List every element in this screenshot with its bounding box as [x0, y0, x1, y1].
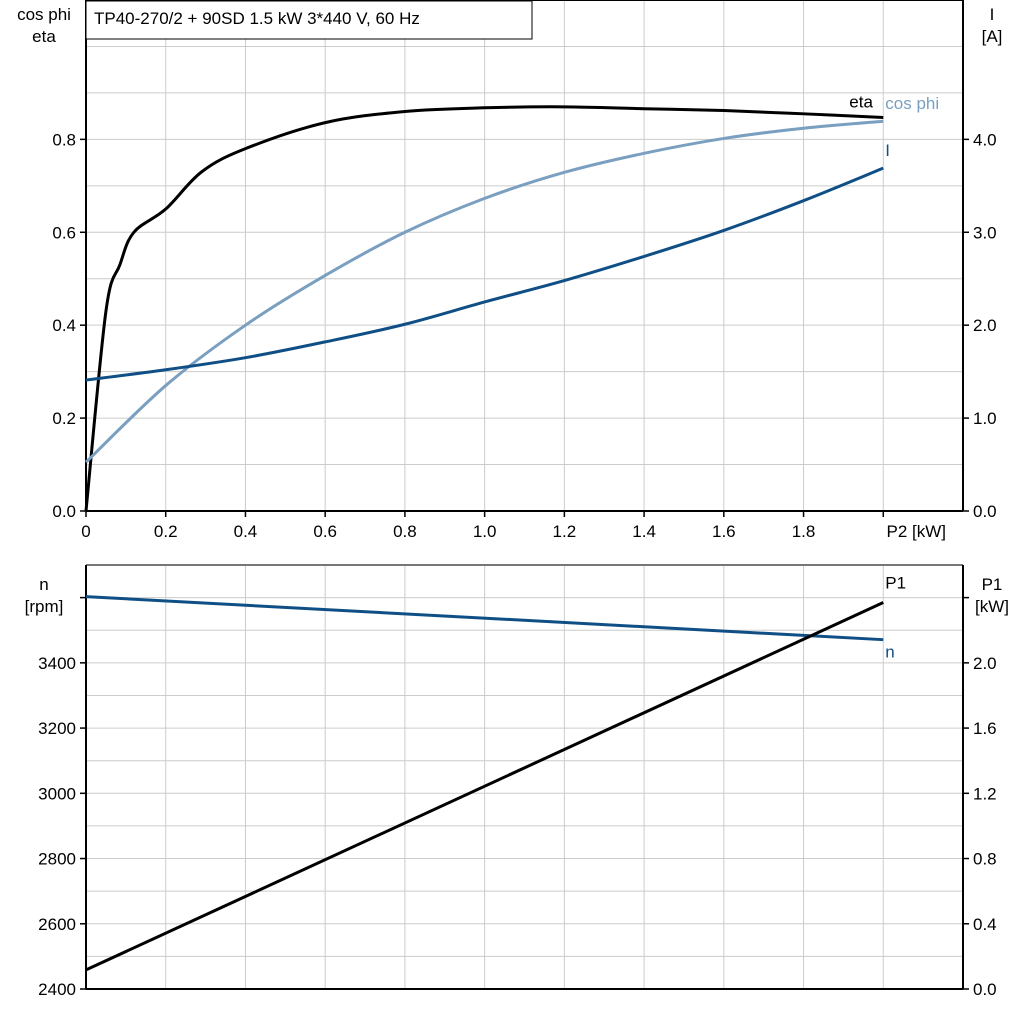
y-right-axis-label: P1 [982, 575, 1003, 594]
x-tick-label: 1.6 [712, 522, 736, 541]
x-tick-label: 0.6 [313, 522, 337, 541]
y-left-tick-label: 0.2 [52, 409, 76, 428]
y-left-axis-label: cos phi [17, 5, 71, 24]
y-right-tick-label: 2.0 [973, 654, 997, 673]
y-right-tick-label: 0.0 [973, 980, 997, 999]
y-left-tick-label: 3400 [38, 654, 76, 673]
y-left-tick-label: 3000 [38, 784, 76, 803]
y-right-tick-label: 1.6 [973, 719, 997, 738]
y-right-tick-label: 2.0 [973, 316, 997, 335]
series-line-p1 [85, 601, 884, 972]
series-label-cos-phi: cos phi [885, 94, 939, 113]
y-right-tick-label: 1.0 [973, 409, 997, 428]
x-tick-label: 1.2 [553, 522, 577, 541]
y-left-axis-label: eta [32, 27, 56, 46]
y-left-tick-label: 0.6 [52, 223, 76, 242]
y-right-tick-label: 1.2 [973, 784, 997, 803]
y-right-tick-label: 3.0 [973, 223, 997, 242]
bottom-chart: 2400 2600 2800 3000 3200 3400 0.0 0.4 0.8 1.2 1.6 2… [25, 564, 1009, 999]
x-axis-label: P2 [kW] [887, 522, 947, 541]
x-tick-label: 0 [81, 522, 90, 541]
series-line-cos-phi [84, 119, 884, 464]
y-right-axis-label: [A] [982, 27, 1003, 46]
series-line-n [85, 595, 884, 642]
y-left-axis-label: [rpm] [25, 597, 64, 616]
y-right-tick-label: 0.4 [973, 915, 997, 934]
y-left-tick-label: 2400 [38, 980, 76, 999]
y-right-axis-label: I [990, 5, 995, 24]
y-left-tick-label: 0.4 [52, 316, 76, 335]
y-left-tick-label: 2600 [38, 915, 76, 934]
y-right-tick-label: 0.0 [973, 502, 997, 521]
series-label-n: n [885, 643, 894, 662]
series-label-eta: eta [849, 93, 873, 112]
series-line-i [85, 166, 884, 382]
y-left-tick-label: 3200 [38, 719, 76, 738]
series-label-p1: P1 [885, 574, 906, 593]
y-right-axis-label: [kW] [975, 597, 1009, 616]
y-left-tick-label: 0.8 [52, 130, 76, 149]
y-right-tick-label: 4.0 [973, 130, 997, 149]
y-left-axis-label: n [39, 575, 48, 594]
x-tick-label: 0.4 [234, 522, 258, 541]
series-label-i: I [885, 141, 890, 160]
x-tick-label: 1.0 [473, 522, 497, 541]
top-chart: 0.0 0.2 0.4 0.6 0.8 0.0 1.0 2.0 3.0 4.0 0 0.2 0.4 0.6… [17, 0, 1002, 541]
x-tick-label: 0.2 [154, 522, 178, 541]
chart-title: TP40-270/2 + 90SD 1.5 kW 3*440 V, 60 Hz [94, 9, 420, 28]
y-left-tick-label: 0.0 [52, 502, 76, 521]
y-left-tick-label: 2800 [38, 850, 76, 869]
x-tick-label: 1.4 [632, 522, 656, 541]
series-line-eta [84, 105, 884, 512]
x-tick-label: 0.8 [393, 522, 417, 541]
y-right-tick-label: 0.8 [973, 850, 997, 869]
title-box [85, 0, 533, 40]
x-tick-label: 1.8 [792, 522, 816, 541]
